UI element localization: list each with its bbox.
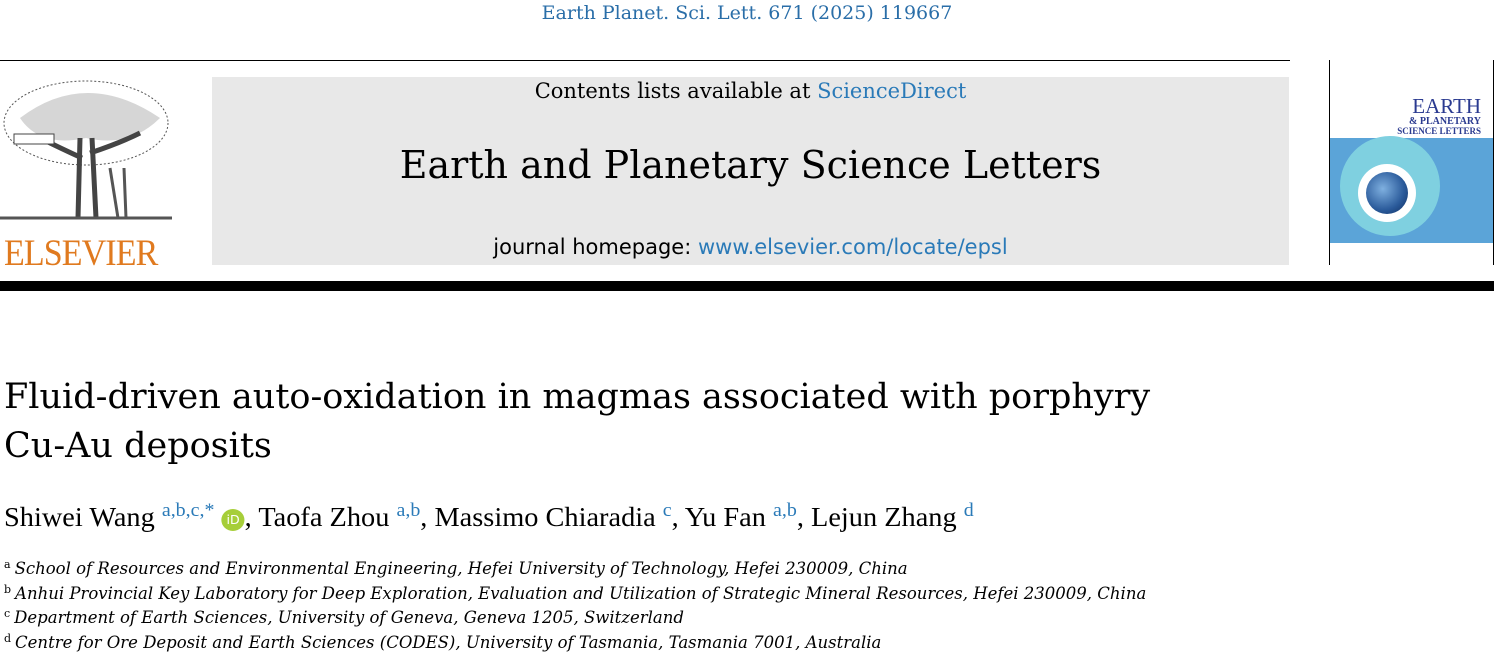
cover-title-line: SCIENCE LETTERS	[1397, 126, 1481, 136]
elsevier-wordmark-text: ELSEVIER	[4, 233, 158, 274]
homepage-link[interactable]: www.elsevier.com/locate/epsl	[697, 235, 1008, 259]
affiliation-text: Department of Earth Sciences, University…	[14, 608, 684, 627]
separator: ,	[244, 502, 259, 532]
journal-banner: Contents lists available at ScienceDirec…	[212, 77, 1289, 265]
cover-title-line: EARTH	[1412, 94, 1481, 118]
author-list: Shiwei Wang a,b,c,* iD, Taofa Zhou a,b, …	[4, 500, 974, 533]
affiliation-label: a	[4, 558, 11, 571]
affiliation-label: b	[4, 583, 12, 596]
affiliation: b Anhui Provincial Key Laboratory for Dee…	[4, 583, 1146, 603]
cover-title: EARTH & PLANETARY SCIENCE LETTERS	[1397, 96, 1481, 136]
separator: ,	[796, 502, 812, 532]
contents-line: Contents lists available at ScienceDirec…	[212, 79, 1289, 103]
author-name[interactable]: Taofa Zhou	[258, 502, 390, 532]
author-affiliation-marks[interactable]: a,b	[396, 500, 421, 521]
cover-title-line: & PLANETARY	[1409, 116, 1481, 127]
affiliation: a School of Resources and Environmental E…	[4, 558, 908, 578]
journal-cover-image[interactable]: EARTH & PLANETARY SCIENCE LETTERS	[1329, 60, 1494, 265]
affiliation-text: Centre for Ore Deposit and Earth Science…	[15, 633, 882, 652]
homepage-label: journal homepage:	[493, 235, 698, 259]
affiliation-text: School of Resources and Environmental En…	[14, 559, 908, 578]
journal-title: Earth and Planetary Science Letters	[399, 143, 1102, 187]
author-name[interactable]: Shiwei Wang	[4, 502, 155, 532]
author[interactable]: Taofa Zhou a,b	[258, 500, 421, 532]
orcid-icon[interactable]: iD	[221, 509, 245, 531]
affiliation: d Centre for Ore Deposit and Earth Scienc…	[4, 632, 881, 652]
header-rule	[0, 281, 1494, 291]
affiliation-label: c	[4, 607, 11, 620]
author-name[interactable]: Lejun Zhang	[811, 502, 957, 532]
contents-text: Contents lists available at	[534, 79, 818, 103]
author[interactable]: Yu Fan a,b	[684, 500, 797, 532]
article-title: Fluid-driven auto-oxidation in magmas as…	[4, 377, 1151, 466]
author-affiliation-marks[interactable]: a,b	[773, 500, 797, 521]
homepage-line: journal homepage: www.elsevier.com/locat…	[212, 235, 1289, 259]
author[interactable]: Lejun Zhang d	[811, 500, 974, 532]
separator: ,	[420, 502, 435, 532]
separator: ,	[671, 502, 685, 532]
divider	[0, 60, 1290, 61]
citation-link[interactable]: Earth Planet. Sci. Lett. 671 (2025) 1196…	[541, 2, 953, 24]
affiliation: c Department of Earth Sciences, Universit…	[4, 607, 684, 627]
author-name[interactable]: Massimo Chiaradia	[434, 502, 656, 532]
earth-globe-icon	[1366, 172, 1408, 214]
elsevier-tree-logo-icon[interactable]	[0, 78, 172, 268]
author-affiliation-marks[interactable]: a,b,c,*	[161, 500, 215, 521]
author-affiliation-marks[interactable]: d	[963, 500, 974, 521]
sciencedirect-link[interactable]: ScienceDirect	[817, 79, 967, 103]
author[interactable]: Shiwei Wang a,b,c,* iD	[4, 500, 245, 532]
elsevier-wordmark: ELSEVIER	[4, 232, 158, 275]
author[interactable]: Massimo Chiaradia c	[434, 500, 672, 532]
affiliation-label: d	[4, 632, 12, 645]
author-name[interactable]: Yu Fan	[684, 502, 766, 532]
affiliation-text: Anhui Provincial Key Laboratory for Deep…	[15, 584, 1147, 603]
author-affiliation-marks[interactable]: c	[662, 500, 672, 521]
